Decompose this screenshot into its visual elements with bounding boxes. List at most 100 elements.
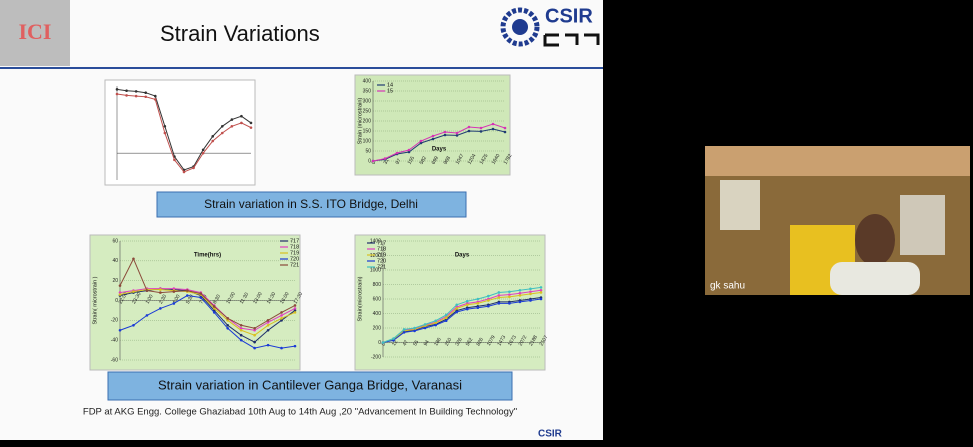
point xyxy=(226,319,229,322)
y-tick-label: 200 xyxy=(363,118,372,124)
video-shelf xyxy=(900,195,945,255)
y-tick-label: -60 xyxy=(111,357,118,363)
x-tick-label: 8:30 xyxy=(212,294,222,306)
x-tick-label: 16:00 xyxy=(279,291,291,305)
point xyxy=(253,340,256,344)
point xyxy=(444,316,448,320)
logo-gear-core xyxy=(512,19,528,35)
point xyxy=(395,151,399,155)
video-person-body xyxy=(830,262,920,295)
point xyxy=(159,307,162,310)
x-tick-label: 0 xyxy=(381,342,388,348)
series-line xyxy=(382,297,542,343)
x-tick-label: 14:30 xyxy=(266,291,278,305)
point xyxy=(118,291,122,294)
point xyxy=(419,139,423,143)
series-line xyxy=(119,288,296,331)
y-tick-label: 20 xyxy=(112,278,118,284)
series-line xyxy=(372,128,506,162)
y-tick-label: -40 xyxy=(111,337,118,343)
point xyxy=(487,294,490,298)
point xyxy=(153,98,157,101)
legend-label: 720 xyxy=(377,258,386,264)
point xyxy=(539,291,543,294)
point xyxy=(280,311,283,314)
header-rule xyxy=(0,67,603,69)
logo-left: ICI xyxy=(18,19,51,44)
point xyxy=(529,299,532,302)
x-axis-label: Days xyxy=(455,253,470,259)
point xyxy=(211,139,215,143)
legend-label: 720 xyxy=(290,256,299,262)
x-tick-label: 31 xyxy=(383,158,391,166)
point xyxy=(518,300,522,304)
x-tick-label: 94 xyxy=(423,339,431,347)
x-tick-label: 1673 xyxy=(507,334,518,347)
point xyxy=(539,297,543,301)
point xyxy=(182,170,186,174)
logo-gear xyxy=(500,7,540,47)
point xyxy=(226,326,229,330)
x-tick-label: 22:00 xyxy=(118,291,130,305)
point xyxy=(240,121,243,125)
point xyxy=(467,129,471,133)
point xyxy=(212,305,216,308)
y-tick-label: 40 xyxy=(112,258,118,264)
video-window xyxy=(720,180,760,230)
corner-logo: CSIR xyxy=(538,429,563,440)
point xyxy=(172,290,176,293)
point xyxy=(239,326,243,330)
point xyxy=(508,295,511,299)
chart-area xyxy=(354,74,511,176)
point xyxy=(293,344,297,348)
point xyxy=(153,94,157,98)
point xyxy=(159,288,162,291)
point xyxy=(455,134,459,137)
point xyxy=(491,127,495,131)
point xyxy=(508,293,511,296)
point xyxy=(144,91,148,95)
point xyxy=(266,319,270,322)
legend-label: 717 xyxy=(290,238,299,244)
point xyxy=(443,133,447,137)
point xyxy=(434,319,437,323)
legend-label: 717 xyxy=(377,240,386,246)
point xyxy=(423,326,427,330)
point xyxy=(529,287,532,291)
slide-title: Strain Variations xyxy=(160,21,320,46)
x-tick-label: 1204 xyxy=(467,153,478,166)
point xyxy=(508,290,511,294)
point xyxy=(163,124,167,128)
point xyxy=(145,314,149,317)
point xyxy=(280,317,283,320)
y-tick-label: 1200 xyxy=(370,253,381,259)
point xyxy=(539,286,543,289)
caption: Strain variation in Cantilever Ganga Bri… xyxy=(158,377,462,392)
point xyxy=(293,307,297,310)
point xyxy=(423,323,427,326)
x-tick-label: 1425 xyxy=(479,153,490,166)
legend-label: 721 xyxy=(290,262,299,268)
point xyxy=(465,303,469,307)
y-axis-label: Strain(microstrain) xyxy=(357,276,363,321)
point xyxy=(280,314,283,317)
point xyxy=(134,94,138,98)
point xyxy=(518,291,522,295)
x-tick-label: 1640 xyxy=(491,153,502,166)
point xyxy=(125,89,128,92)
point xyxy=(201,148,205,152)
x-tick-label: 17:30 xyxy=(293,291,305,305)
point xyxy=(239,328,243,332)
point xyxy=(163,131,167,135)
point xyxy=(115,88,119,91)
y-tick-label: 0 xyxy=(368,158,371,164)
point xyxy=(413,326,416,330)
point xyxy=(132,290,135,293)
point xyxy=(476,302,480,305)
point xyxy=(239,333,243,337)
series-line xyxy=(119,289,296,336)
x-tick-label: 1782 xyxy=(503,153,514,166)
point xyxy=(503,126,507,130)
point xyxy=(508,302,511,305)
